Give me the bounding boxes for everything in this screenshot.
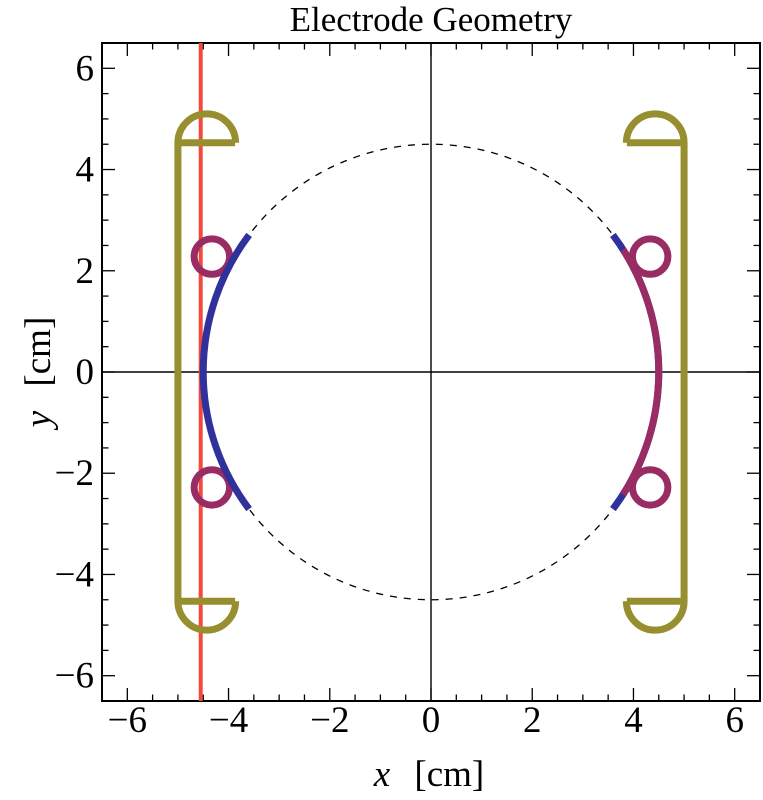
x-tick-label: 0: [422, 700, 441, 741]
y-axis-variable: y: [18, 410, 59, 431]
rod-top-right: [628, 235, 672, 278]
left-support-bracket: [174, 139, 236, 605]
y-axis-label: y [cm]: [18, 317, 59, 432]
x-tick-label: −2: [310, 700, 349, 741]
y-tick-label: 2: [76, 251, 95, 292]
x-tick-label: 2: [523, 700, 542, 741]
x-axis-variable: x: [373, 754, 391, 795]
endcap-top-right: [622, 110, 688, 143]
axis-ticks: [102, 43, 760, 701]
right-support-bracket: [626, 139, 688, 605]
x-tick-label: 4: [624, 700, 643, 741]
x-axis-label: x [cm]: [373, 754, 485, 795]
x-axis-unit: [cm]: [414, 754, 484, 795]
rod-bottom-left: [190, 466, 234, 509]
rod-bottom-right: [628, 466, 672, 509]
y-tick-label: −4: [55, 554, 94, 595]
endcap-bottom-right: [622, 601, 688, 634]
x-tick-label: 6: [725, 700, 744, 741]
y-tick-label: −2: [55, 453, 94, 494]
plot-title: Electrode Geometry: [290, 0, 573, 39]
x-tick-label: −4: [209, 700, 248, 741]
right-electrode-arc: [620, 247, 663, 497]
y-tick-label: 6: [76, 48, 95, 89]
x-tick-label: −6: [108, 700, 147, 741]
rod-top-left: [190, 235, 234, 278]
y-tick-label: 4: [76, 150, 95, 191]
left-electrode-arc: [199, 232, 252, 512]
plot-layers: −6 −6 −4 −4 −2 −2 0 0 2 2 4 4 6 6: [55, 42, 761, 741]
y-tick-label: −6: [55, 656, 94, 697]
endcap-top-left: [174, 110, 240, 143]
endcap-bottom-left: [174, 601, 240, 634]
y-axis-unit: [cm]: [18, 317, 59, 387]
tick-labels: −6 −6 −4 −4 −2 −2 0 0 2 2 4 4 6 6: [55, 48, 744, 741]
y-tick-label: 0: [76, 352, 95, 393]
